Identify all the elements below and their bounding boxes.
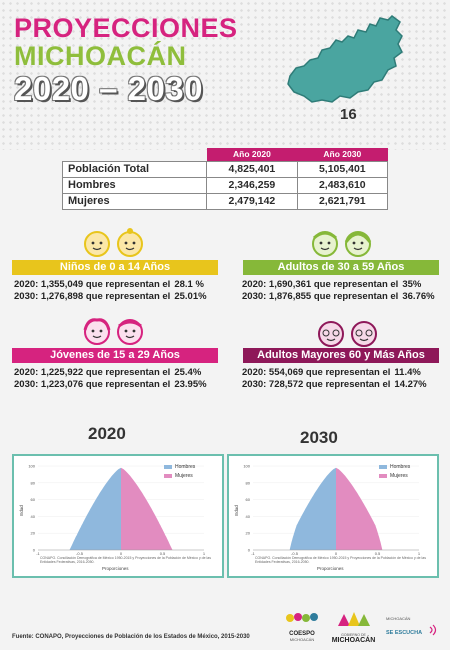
y-tick-label: 40 (31, 514, 36, 519)
legend-mujeres: Mujeres (164, 473, 193, 479)
y-tick-label: 80 (246, 480, 251, 485)
cell-2020: 4,825,401 (207, 161, 297, 177)
pyramid-hombres (290, 466, 336, 550)
legend-hombres-text: Hombres (175, 464, 195, 470)
pyramid-hombres (70, 466, 122, 550)
y-tick-label: 80 (31, 480, 36, 485)
adultos-2020: 2020: 1,690,361 que representan el (242, 279, 398, 290)
bar-jovenes: Jóvenes de 15 a 29 Años (12, 348, 218, 363)
ninos-2030-pct: 25.01% (174, 291, 206, 303)
youth-icon (82, 316, 148, 348)
pyramid-chart-2030: 0 20 40 60 80 100 -1 -0.5 0 0.5 1 Hombres Mujeres … (227, 454, 439, 578)
x-axis-label: Proporciones (102, 566, 129, 571)
ninos-2030: 2030: 1,276,898 que representan el (14, 291, 170, 302)
jovenes-2020-pct: 25.4% (174, 367, 201, 379)
michoacan-logo-icon (334, 610, 374, 628)
se-escucha-logo: MICHOACÁN SE ESCUCHA (386, 616, 446, 639)
michoacan-text: MICHOACÁN (326, 637, 381, 644)
title-block: PROYECCIONES MICHOACÁN 2020 – 2030 (14, 14, 238, 108)
row-label: Mujeres (63, 193, 207, 209)
title-line1: PROYECCIONES (14, 14, 238, 42)
source-note: CONAPO. Conciliación Demográfica de Méxi… (40, 556, 220, 564)
sound-waves-icon (427, 624, 439, 636)
y-axis-label: Edad (234, 505, 239, 516)
jovenes-2030: 2030: 1,223,076 que representan el (14, 379, 170, 390)
bar-jovenes-label: Jóvenes de 15 a 29 Años (50, 349, 180, 361)
adults-icon (310, 228, 376, 260)
jovenes-2020: 2020: 1,225,922 que representan el (14, 367, 170, 378)
title-line3: 2020 – 2030 (14, 70, 238, 108)
y-tick-label: 40 (246, 514, 251, 519)
seniors-icon (316, 318, 382, 350)
adultos-2030: 2030: 1,876,855 que representan el (242, 291, 398, 302)
legend-mujeres: Mujeres (379, 473, 408, 479)
mayores-2020-pct: 11.4% (394, 367, 420, 379)
table-row: Población Total 4,825,401 5,105,401 (63, 161, 388, 177)
escucha-text: SE ESCUCHA (386, 630, 422, 636)
table-row: Hombres 2,346,259 2,483,610 (63, 177, 388, 193)
population-table: Año 2020 Año 2030 Población Total 4,825,… (62, 148, 388, 210)
michoacan-logo: GOBIERNO DE MICHOACÁN (326, 610, 381, 644)
mayores-2020: 2020: 554,069 que representan el (242, 367, 390, 378)
bar-adultos: Adultos de 30 a 59 Años (243, 260, 439, 275)
coespo-sub: MICHOACÁN (282, 637, 322, 642)
y-tick-label: 60 (31, 497, 36, 502)
source-note: CONAPO. Conciliación Demográfica de Méxi… (255, 556, 435, 564)
y-tick-label: 20 (31, 531, 36, 536)
chart-year-2030: 2030 (300, 428, 338, 448)
stats-jovenes: 2020: 1,225,922 que representan el 25.4% … (14, 367, 207, 391)
y-tick-label: 100 (28, 464, 35, 469)
escucha-top: MICHOACÁN (386, 616, 446, 621)
mayores-2030-pct: 14.27% (394, 379, 426, 391)
map-number: 16 (340, 106, 357, 123)
bar-ninos-label: Niños de 0 a 14 Años (60, 261, 170, 273)
children-icon (82, 228, 148, 260)
adultos-2020-pct: 35% (402, 279, 421, 291)
header-2020: Año 2020 (207, 148, 297, 161)
y-tick-label: 60 (246, 497, 251, 502)
ninos-2020: 2020: 1,355,049 que representan el (14, 279, 170, 290)
y-axis-label: Edad (19, 505, 24, 516)
cell-2020: 2,346,259 (207, 177, 297, 193)
header-2030: Año 2030 (297, 148, 387, 161)
bar-mayores-label: Adultos Mayores 60 y Más Años (257, 349, 425, 361)
coespo-logo: COESPO MICHOACÁN (282, 610, 322, 642)
pyramid-chart-2020: 0 20 40 60 80 100 -1 -0.5 0 0.5 1 Hombres Mujeres … (12, 454, 224, 578)
y-tick-label: 20 (246, 531, 251, 536)
row-label: Población Total (63, 161, 207, 177)
jovenes-2030-pct: 23.95% (174, 379, 206, 391)
cell-2020: 2,479,142 (207, 193, 297, 209)
title-line2: MICHOACÁN (14, 42, 238, 70)
table-row: Mujeres 2,479,142 2,621,791 (63, 193, 388, 209)
cell-2030: 2,483,610 (297, 177, 387, 193)
adultos-2030-pct: 36.76% (402, 291, 434, 303)
ninos-2020-pct: 28.1 % (174, 279, 204, 291)
stats-mayores: 2020: 554,069 que representan el 11.4% 20… (242, 367, 427, 391)
michoacan-map-icon (282, 10, 412, 110)
stats-ninos: 2020: 1,355,049 que representan el 28.1 %… (14, 279, 207, 303)
x-axis-label: Proporciones (317, 566, 344, 571)
chart-year-2020: 2020 (88, 424, 126, 444)
bar-adultos-label: Adultos de 30 a 59 Años (278, 261, 405, 273)
legend-mujeres-text: Mujeres (390, 473, 408, 479)
legend-hombres: Hombres (379, 464, 410, 470)
mayores-2030: 2030: 728,572 que representan el (242, 379, 390, 390)
cell-2030: 2,621,791 (297, 193, 387, 209)
cell-2030: 5,105,401 (297, 161, 387, 177)
row-label: Hombres (63, 177, 207, 193)
legend-hombres: Hombres (164, 464, 195, 470)
bar-ninos: Niños de 0 a 14 Años (12, 260, 218, 275)
coespo-logo-icon (284, 610, 320, 626)
bar-mayores: Adultos Mayores 60 y Más Años (243, 348, 439, 363)
legend-hombres-text: Hombres (390, 464, 410, 470)
stats-adultos: 2020: 1,690,361 que representan el 35% 20… (242, 279, 435, 303)
pyramid-mujeres (336, 466, 382, 550)
footer-source: Fuente: CONAPO, Proyecciones de Població… (12, 634, 250, 640)
y-tick-label: 100 (243, 464, 250, 469)
legend-mujeres-text: Mujeres (175, 473, 193, 479)
